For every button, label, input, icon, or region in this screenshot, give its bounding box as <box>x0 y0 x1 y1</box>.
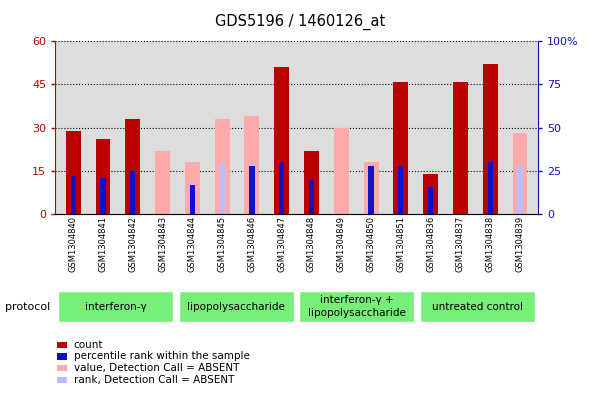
Text: protocol: protocol <box>5 301 50 312</box>
Bar <box>70 176 76 214</box>
Bar <box>215 119 230 214</box>
Bar <box>398 166 403 214</box>
Text: interferon-γ: interferon-γ <box>85 301 147 312</box>
Bar <box>190 185 195 214</box>
Bar <box>483 64 498 214</box>
Bar <box>66 130 81 214</box>
Bar <box>57 365 67 371</box>
Bar <box>517 166 523 214</box>
FancyBboxPatch shape <box>178 290 294 323</box>
Bar <box>190 185 195 214</box>
Bar <box>487 162 493 214</box>
Bar <box>334 128 349 214</box>
Bar <box>249 164 254 214</box>
Bar <box>513 134 528 214</box>
Bar <box>219 164 225 214</box>
FancyBboxPatch shape <box>419 290 536 323</box>
Bar <box>368 166 374 214</box>
Bar <box>245 116 260 214</box>
Text: GDS5196 / 1460126_at: GDS5196 / 1460126_at <box>215 14 386 30</box>
Bar <box>429 187 433 214</box>
FancyBboxPatch shape <box>57 290 174 323</box>
Bar <box>304 151 319 214</box>
Bar <box>279 162 284 214</box>
Bar <box>423 174 438 214</box>
Bar <box>125 119 140 214</box>
FancyBboxPatch shape <box>299 290 415 323</box>
Bar <box>100 178 106 214</box>
Bar <box>453 82 468 214</box>
Text: untreated control: untreated control <box>432 301 523 312</box>
Bar <box>130 171 135 214</box>
Bar <box>274 67 289 214</box>
Bar <box>57 376 67 383</box>
Bar <box>309 180 314 214</box>
Text: lipopolysaccharide: lipopolysaccharide <box>188 301 285 312</box>
Text: count: count <box>74 340 103 350</box>
Bar <box>57 353 67 360</box>
Text: interferon-γ +
lipopolysaccharide: interferon-γ + lipopolysaccharide <box>308 296 406 318</box>
Text: percentile rank within the sample: percentile rank within the sample <box>74 351 250 362</box>
Bar <box>155 151 170 214</box>
Bar <box>57 342 67 348</box>
Bar <box>185 162 200 214</box>
Bar <box>249 166 254 214</box>
Bar <box>364 162 379 214</box>
Text: rank, Detection Call = ABSENT: rank, Detection Call = ABSENT <box>74 375 234 385</box>
Bar <box>394 82 408 214</box>
Bar <box>96 139 111 214</box>
Text: value, Detection Call = ABSENT: value, Detection Call = ABSENT <box>74 363 239 373</box>
